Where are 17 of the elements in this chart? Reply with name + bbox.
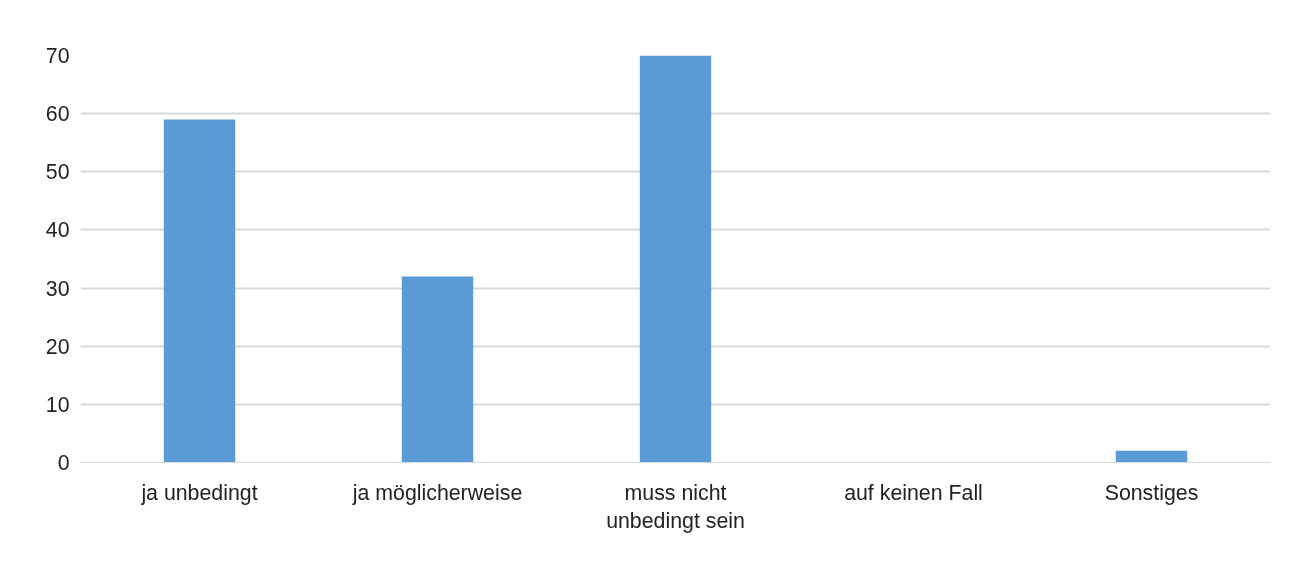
x-tick-label: ja unbedingt (140, 480, 258, 505)
y-tick-label: 10 (45, 392, 70, 417)
x-tick-label: Sonstiges (1104, 480, 1199, 505)
y-tick-label: 20 (45, 334, 70, 359)
y-tick-label: 60 (45, 102, 70, 127)
y-tick-label: 0 (57, 451, 70, 475)
y-tick-label: 50 (45, 160, 70, 185)
x-tick-label: muss nicht unbedingt sein (606, 480, 745, 534)
bar (639, 55, 712, 463)
x-tick-label: auf keinen Fall (844, 480, 983, 505)
x-tick-label: ja möglicherweise (351, 480, 523, 505)
bar (1115, 450, 1188, 463)
y-tick-label: 40 (45, 218, 70, 243)
y-tick-label: 70 (45, 44, 70, 68)
y-tick-label: 30 (45, 276, 70, 301)
bar (401, 276, 474, 463)
bar (163, 119, 236, 463)
